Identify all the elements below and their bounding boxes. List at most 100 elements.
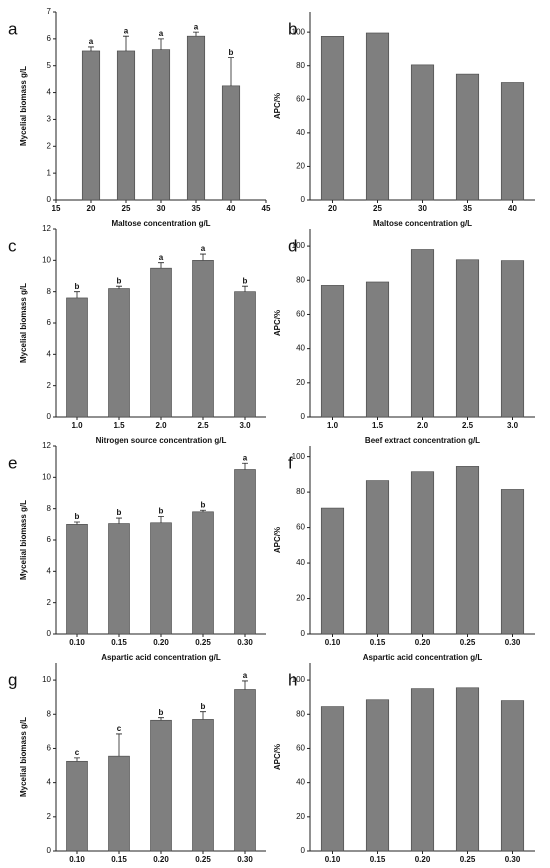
bar (150, 267, 172, 418)
y-tick-label: 6 (47, 34, 52, 43)
significance-label: b (159, 507, 164, 516)
x-tick-label: 0.20 (415, 638, 431, 647)
x-tick-label: 0.30 (237, 855, 253, 864)
x-tick-label: 0.10 (325, 855, 341, 864)
bar (66, 524, 88, 635)
bar (150, 522, 172, 635)
y-tick-label: 100 (292, 675, 306, 684)
x-tick-label: 20 (328, 204, 337, 213)
y-tick-label: 1 (47, 168, 52, 177)
error-bar (88, 46, 94, 51)
bar (320, 36, 345, 201)
bar (108, 288, 130, 418)
y-tick-label: 80 (296, 709, 305, 718)
x-tick-label: 2.5 (462, 421, 474, 430)
y-tick-label: 2 (47, 598, 52, 607)
y-tick-label: 8 (47, 709, 52, 718)
error-bar (116, 517, 122, 524)
bar (500, 489, 525, 635)
error-bar (74, 291, 80, 298)
significance-label: c (75, 748, 80, 757)
x-tick-label: 0.15 (111, 638, 127, 647)
x-tick-label: 2.0 (155, 421, 167, 430)
error-bar (74, 521, 80, 525)
x-tick-label: 30 (418, 204, 427, 213)
y-tick-label: 2 (47, 141, 52, 150)
significance-label: a (243, 453, 248, 462)
error-bar (158, 262, 164, 269)
x-tick-label: 0.30 (505, 855, 521, 864)
x-tick-label: 0.25 (460, 855, 476, 864)
y-tick-label: 100 (292, 241, 306, 250)
y-axis-title: Mycelial biomass g/L (19, 283, 28, 363)
y-tick-label: 4 (47, 88, 52, 97)
bar (455, 259, 480, 418)
x-tick-label: 0.25 (460, 638, 476, 647)
error-bar (242, 680, 248, 690)
significance-label: a (194, 22, 199, 31)
bar (500, 700, 525, 852)
panel-label: c (8, 236, 17, 255)
y-axis-title: APC/% (273, 527, 282, 553)
error-bar (74, 757, 80, 762)
bar (365, 32, 390, 201)
y-axis-title: Mycelial biomass g/L (19, 717, 28, 797)
error-bar (200, 253, 206, 261)
significance-label: a (159, 253, 164, 262)
bar (455, 73, 480, 201)
y-tick-label: 80 (296, 275, 305, 284)
bar (234, 291, 256, 418)
bar (186, 35, 206, 201)
y-tick-label: 40 (296, 128, 305, 137)
y-tick-label: 12 (42, 224, 51, 233)
bar (365, 699, 390, 852)
y-tick-label: 60 (296, 523, 305, 532)
bar (410, 471, 435, 635)
y-tick-label: 5 (47, 61, 52, 70)
x-tick-label: 0.10 (325, 638, 341, 647)
y-axis-title: Mycelial biomass g/L (19, 500, 28, 580)
y-tick-label: 0 (47, 629, 52, 638)
y-tick-label: 80 (296, 487, 305, 496)
y-tick-label: 0 (301, 412, 306, 421)
y-tick-label: 12 (42, 441, 51, 450)
x-tick-label: 2.0 (417, 421, 429, 430)
x-axis-title: Aspartic acid concentration g/L (101, 653, 221, 662)
significance-label: b (117, 276, 122, 285)
x-tick-label: 0.25 (195, 855, 211, 864)
x-tick-label: 15 (52, 204, 61, 213)
panel-label: d (288, 236, 297, 255)
y-tick-label: 7 (47, 7, 52, 16)
y-axis-title: APC/% (273, 744, 282, 770)
x-axis-title: Aspartic acid concentration g/L (363, 653, 483, 662)
y-tick-label: 40 (296, 558, 305, 567)
bar (320, 507, 345, 635)
panel-label: h (288, 670, 297, 689)
y-axis-title: APC/% (273, 93, 282, 119)
x-tick-label: 0.15 (370, 638, 386, 647)
bar (455, 466, 480, 635)
y-tick-label: 80 (296, 61, 305, 70)
x-tick-label: 0.15 (111, 855, 127, 864)
y-tick-label: 40 (296, 778, 305, 787)
error-bar (200, 711, 206, 720)
bar (234, 689, 256, 852)
y-tick-label: 4 (47, 778, 52, 787)
x-tick-label: 3.0 (507, 421, 519, 430)
significance-label: a (243, 671, 248, 680)
error-bar (193, 31, 199, 37)
x-tick-label: 40 (508, 204, 517, 213)
bar (81, 50, 101, 201)
bar (410, 64, 435, 201)
x-tick-label: 0.25 (195, 638, 211, 647)
bar (116, 50, 136, 201)
bar (150, 719, 172, 852)
bar (192, 511, 214, 635)
error-bar (228, 57, 234, 86)
x-axis-title: Nitrogen source concentration g/L (96, 436, 227, 445)
x-tick-label: 0.10 (69, 855, 85, 864)
significance-label: b (117, 508, 122, 517)
y-tick-label: 6 (47, 318, 52, 327)
significance-label: b (75, 512, 80, 521)
bar (500, 260, 525, 418)
